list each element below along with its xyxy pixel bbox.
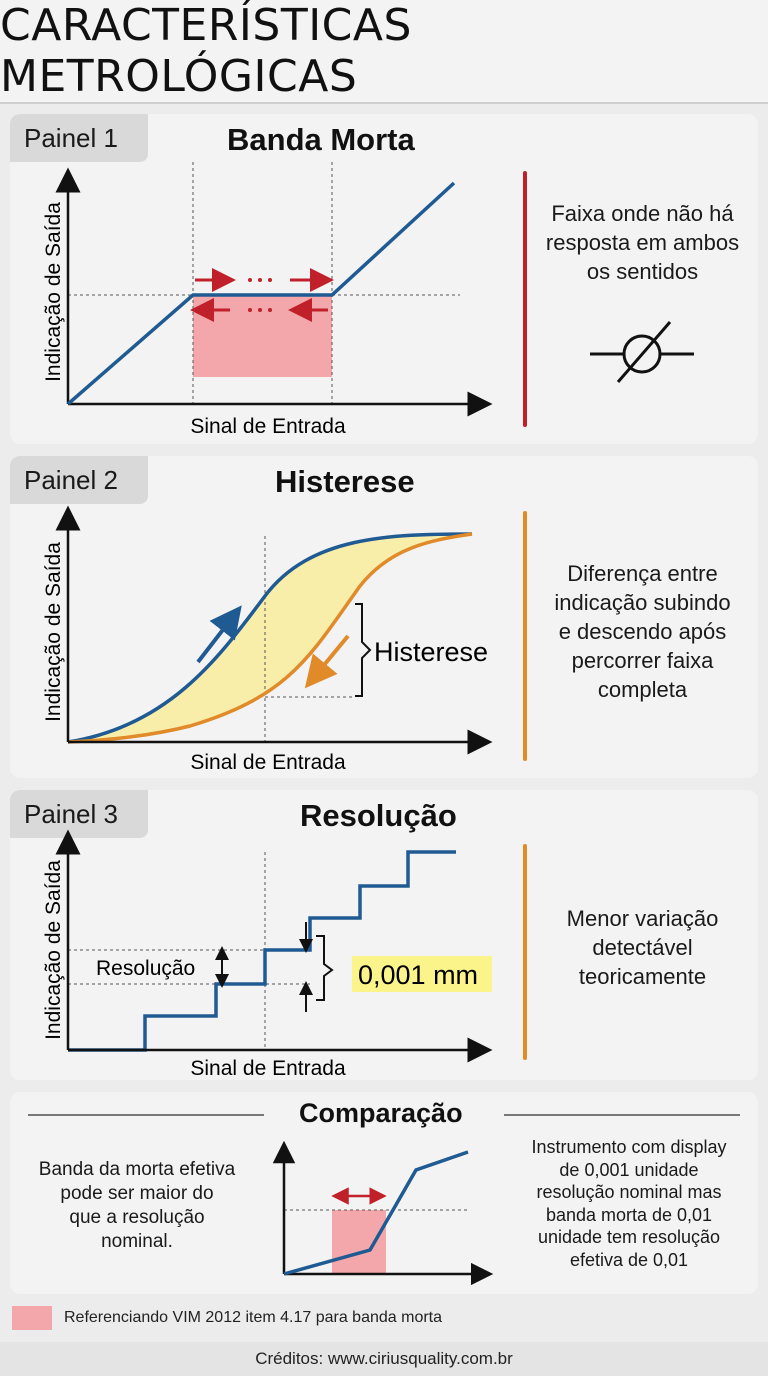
response-curve xyxy=(66,181,456,406)
panel-dead-band: Painel 1 Banda Morta Indicação de Saída … xyxy=(10,114,758,444)
accent-divider xyxy=(523,844,527,1060)
descending-curve xyxy=(67,532,473,744)
panel-resolution: Painel 3 Resolução Resolução 0,001 mm In… xyxy=(10,790,758,1080)
panel-comparison: Comparação Banda da morta efetiva pode s… xyxy=(10,1092,758,1294)
panel-tag: Painel 1 xyxy=(10,114,148,162)
resolution-label: Resolução xyxy=(96,957,195,980)
resolution-bracket xyxy=(316,935,334,1001)
divider-line xyxy=(28,1114,264,1116)
dead-band-region xyxy=(332,1210,386,1274)
y-axis-label: Indicação de Saída xyxy=(42,202,65,382)
hysteresis-diagram: Histerese Indicação de Saída Sinal de En… xyxy=(42,505,493,774)
comparison-left-text: Banda da morta efetiva pode ser maior do… xyxy=(38,1159,236,1252)
credits: Créditos: www.ciriusquality.com.br xyxy=(0,1342,768,1376)
step-curve xyxy=(68,850,456,1052)
panel-tag: Painel 2 xyxy=(10,456,148,504)
null-symbol-icon xyxy=(590,321,694,383)
panel-description: Faixa onde não há resposta em ambos os s… xyxy=(545,201,740,284)
comparison-title: Comparação xyxy=(299,1098,463,1128)
panel-title: Resolução xyxy=(300,798,457,833)
legend-swatch xyxy=(12,1306,52,1330)
dead-band-diagram: Indicação de Saída Sinal de Entrada xyxy=(42,162,493,438)
panel-description: Menor variação detectável teoricamente xyxy=(566,906,719,989)
hysteresis-annotation: Histerese xyxy=(374,637,488,667)
comparison-right-text: Instrumento com display de 0,001 unidade… xyxy=(531,1137,727,1270)
accent-divider xyxy=(523,171,527,427)
dead-band-region xyxy=(193,295,332,377)
down-arrow xyxy=(304,634,350,689)
x-axis-label: Sinal de Entrada xyxy=(190,415,346,438)
footnote-text: Referenciando VIM 2012 item 4.17 para ba… xyxy=(64,1309,443,1326)
panel-title: Banda Morta xyxy=(227,122,415,157)
y-axis-label: Indicação de Saída xyxy=(42,860,65,1040)
divider-line xyxy=(504,1114,740,1116)
x-axis-label: Sinal de Entrada xyxy=(190,1057,346,1080)
up-arrow xyxy=(196,605,242,664)
accent-divider xyxy=(523,511,527,761)
comparison-diagram xyxy=(272,1140,494,1286)
response-curve xyxy=(283,1150,469,1276)
panel-description: Diferença entre indicação subindo e desc… xyxy=(554,561,731,702)
panel-title: Histerese xyxy=(275,464,415,499)
ascending-curve xyxy=(67,532,473,744)
resolution-value: 0,001 mm xyxy=(358,960,478,990)
resolution-diagram: Resolução 0,001 mm Indicação de Saída Si… xyxy=(42,829,493,1080)
value-highlight xyxy=(352,956,492,992)
page-title: CARACTERÍSTICAS METROLÓGICAS xyxy=(0,0,768,104)
hysteresis-bracket xyxy=(355,603,372,697)
hysteresis-area xyxy=(68,534,472,742)
y-axis-label: Indicação de Saída xyxy=(42,542,65,722)
x-axis-label: Sinal de Entrada xyxy=(190,751,346,774)
panel-hysteresis: Painel 2 Histerese Histerese Indicação d… xyxy=(10,456,758,778)
footnote: Referenciando VIM 2012 item 4.17 para ba… xyxy=(12,1306,442,1330)
